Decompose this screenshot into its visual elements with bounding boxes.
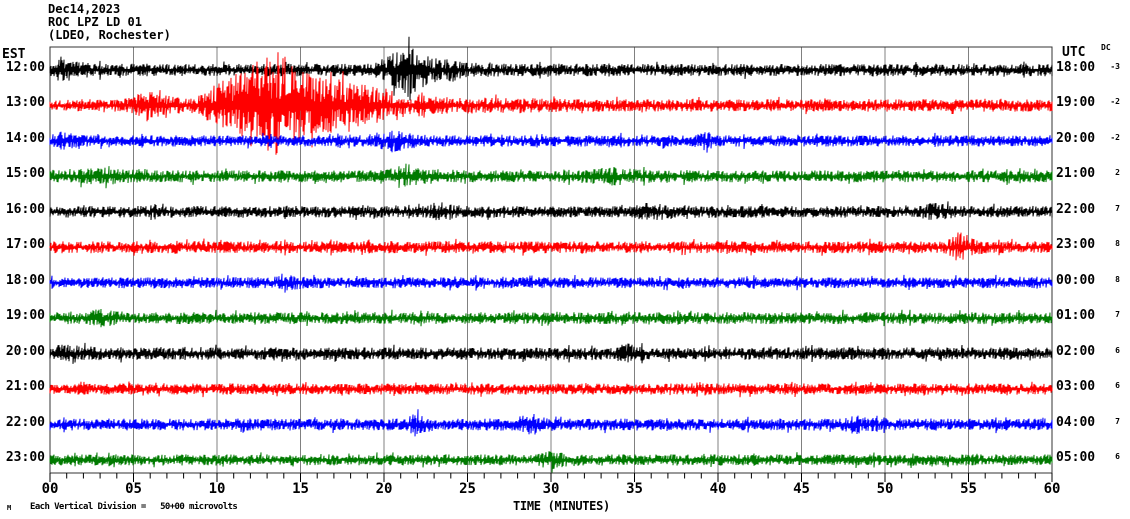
- x-tick-label-15: 15: [292, 481, 309, 497]
- row-label-est-2200: 22:00: [5, 414, 45, 430]
- row-dc-value-6: 8: [1115, 274, 1120, 284]
- row-dc-value-4: 7: [1115, 203, 1120, 213]
- trace-row-1500: [49, 163, 1053, 189]
- row-label-utc-2100: 21:00: [1056, 166, 1096, 182]
- title-network-name: (LDEO, Rochester): [48, 28, 171, 42]
- trace-row-1400: [49, 130, 1053, 153]
- x-axis-title: TIME (MINUTES): [513, 499, 610, 513]
- row-dc-value-3: 2: [1115, 168, 1120, 178]
- row-label-utc-0300: 03:00: [1056, 379, 1096, 395]
- row-label-utc-0100: 01:00: [1056, 308, 1096, 324]
- x-tick-label-30: 30: [542, 481, 560, 497]
- trace-row-1600: [49, 201, 1053, 221]
- row-dc-value-1: -2: [1110, 97, 1120, 107]
- trace-row-2000: [49, 342, 1053, 364]
- x-tick-label-60: 60: [1043, 481, 1061, 497]
- row-dc-value-10: 7: [1115, 416, 1120, 426]
- x-tick-label-00: 00: [41, 481, 59, 497]
- row-dc-value-8: 6: [1115, 345, 1120, 355]
- x-tick-label-25: 25: [459, 481, 476, 497]
- row-label-utc-0000: 00:00: [1056, 272, 1096, 288]
- title-date: Dec14,2023: [48, 2, 121, 16]
- x-tick-label-05: 05: [125, 481, 142, 497]
- x-tick-label-50: 50: [876, 481, 894, 497]
- x-tick-label-55: 55: [960, 481, 977, 497]
- x-tick-label-45: 45: [793, 481, 810, 497]
- trace-row-2200: [49, 409, 1053, 437]
- row-label-utc-2200: 22:00: [1056, 201, 1096, 217]
- left-timezone-label: EST: [2, 47, 26, 62]
- row-label-est-1400: 14:00: [5, 130, 45, 146]
- logo-mark: M: [7, 504, 12, 512]
- trace-row-2300: [49, 451, 1053, 473]
- row-label-utc-0400: 04:00: [1056, 414, 1096, 430]
- trace-row-1700: [49, 232, 1053, 261]
- trace-row-1200: [49, 36, 1053, 101]
- row-label-est-1200: 12:00: [5, 60, 45, 75]
- row-dc-value-2: -2: [1110, 132, 1120, 142]
- x-tick-label-40: 40: [709, 481, 727, 497]
- row-label-est-2000: 20:00: [5, 343, 45, 359]
- row-label-utc-0500: 05:00: [1056, 449, 1096, 465]
- scale-caption: Each Vertical Division = 50+00 microvolt…: [30, 502, 238, 512]
- right-timezone-label: UTC: [1062, 45, 1086, 60]
- row-label-est-1600: 16:00: [5, 201, 45, 217]
- row-label-utc-0200: 02:00: [1056, 343, 1096, 359]
- title-station-code: ROC LPZ LD 01: [48, 15, 142, 29]
- row-label-est-2300: 23:00: [5, 449, 45, 465]
- row-dc-value-11: 6: [1115, 451, 1120, 461]
- row-dc-value-7: 7: [1115, 310, 1120, 320]
- x-tick-label-35: 35: [626, 481, 643, 497]
- row-label-est-1800: 18:00: [5, 272, 45, 288]
- dc-offset-column-header: DC: [1101, 43, 1111, 52]
- row-label-utc-2300: 23:00: [1056, 237, 1096, 253]
- row-dc-value-5: 8: [1115, 239, 1120, 249]
- x-tick-label-10: 10: [208, 481, 226, 497]
- row-dc-value-9: 6: [1115, 381, 1120, 391]
- row-label-utc-1900: 19:00: [1056, 95, 1096, 111]
- trace-row-1800: [49, 273, 1053, 293]
- row-label-est-1500: 15:00: [5, 166, 45, 182]
- row-label-est-2100: 21:00: [5, 379, 45, 395]
- x-tick-label-20: 20: [375, 481, 393, 497]
- trace-row-1300: [49, 52, 1053, 155]
- row-label-est-1300: 13:00: [5, 95, 45, 111]
- row-label-est-1900: 19:00: [5, 308, 45, 324]
- row-label-utc-1800: 18:00: [1056, 60, 1096, 75]
- row-label-est-1700: 17:00: [5, 237, 45, 253]
- row-label-utc-2000: 20:00: [1056, 130, 1096, 146]
- row-dc-value-0: -3: [1110, 62, 1120, 71]
- trace-row-1900: [49, 308, 1053, 328]
- trace-row-2100: [49, 381, 1053, 398]
